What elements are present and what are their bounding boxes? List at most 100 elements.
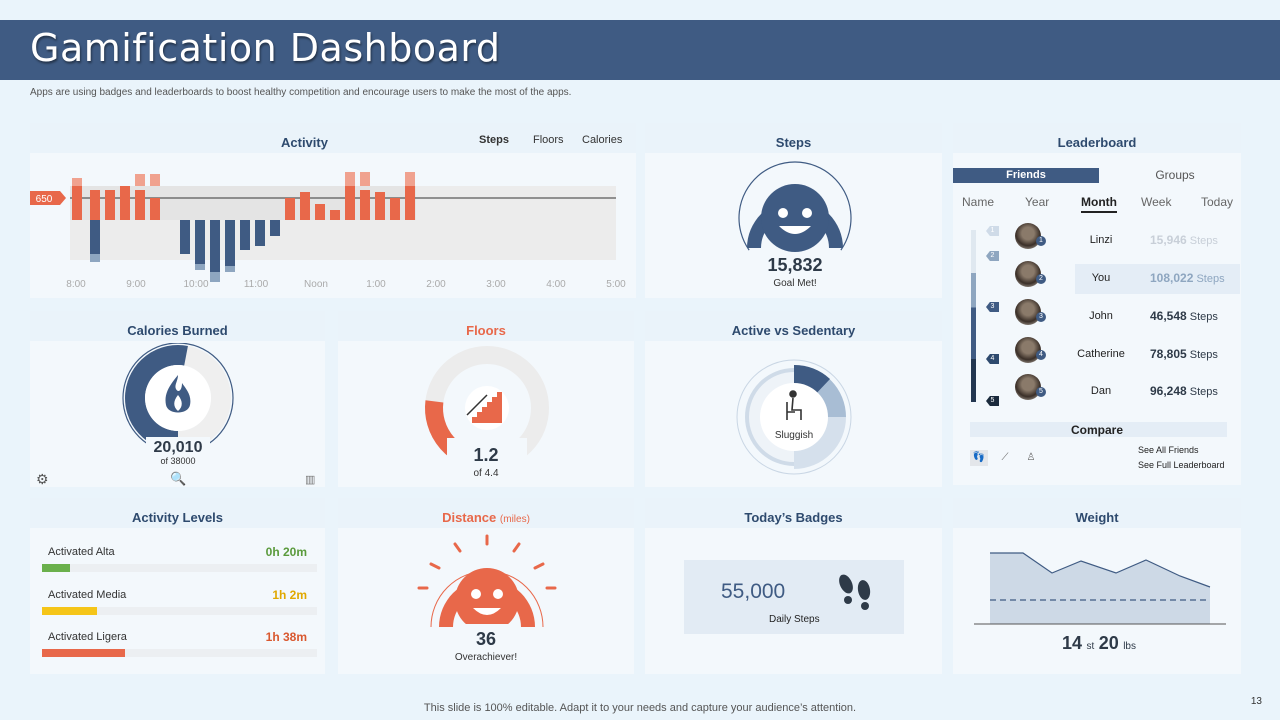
page-title: Gamification Dashboard: [30, 26, 501, 70]
see-all-friends-link[interactable]: See All Friends: [1138, 445, 1199, 455]
time-label: 1:00: [366, 279, 386, 290]
time-label: 11:00: [244, 279, 269, 290]
steps-caption: Goal Met!: [773, 278, 816, 289]
rank-marker: 5: [986, 396, 999, 406]
footprints-icon[interactable]: 👣: [970, 450, 988, 466]
tab-calories[interactable]: Calories: [582, 134, 623, 146]
leaderboard-value: 15,946 Steps: [1150, 233, 1218, 247]
tab-steps[interactable]: Steps: [479, 134, 509, 146]
activity-bar-peak-1: [135, 174, 145, 186]
activity-bar-up-7: [300, 192, 310, 220]
weight-chart: [974, 552, 1226, 625]
rank-badge: 2: [1036, 274, 1046, 284]
activity-bar-up-3: [120, 186, 130, 220]
activity-bar-up-11: [360, 190, 370, 220]
person-icon[interactable]: ♙: [1026, 452, 1036, 463]
time-label: Noon: [304, 279, 328, 290]
time-label: 9:00: [126, 279, 146, 290]
tab-groups[interactable]: Groups: [1155, 168, 1195, 182]
compare-label[interactable]: Compare: [1070, 423, 1123, 437]
bar-chart-icon[interactable]: ▥: [305, 474, 316, 486]
activity-level-label: Activated Media: [48, 589, 127, 601]
leaderboard-unit: Steps: [1186, 349, 1218, 361]
footprints-icon: [839, 574, 871, 610]
activity-bar-down-3: [210, 220, 220, 272]
settings-icon[interactable]: ⚙: [36, 471, 49, 487]
activity-level-value: 1h 2m: [272, 588, 307, 602]
leaderboard-name: Dan: [1090, 385, 1112, 397]
flame-icon: [165, 375, 191, 413]
activity-bar-down-0: [90, 220, 100, 254]
stairs-icon: [472, 392, 502, 423]
footer-note: This slide is 100% editable. Adapt it to…: [423, 702, 857, 714]
activity-bar-up-14: [405, 186, 415, 220]
steps-value: 15,832: [767, 255, 822, 275]
tab-floors[interactable]: Floors: [533, 134, 564, 146]
search-icon[interactable]: 🔍: [170, 471, 187, 486]
activity-level-fill: [42, 607, 97, 615]
activity-level-label: Activated Ligera: [48, 631, 127, 643]
activity-bars: [72, 172, 415, 282]
leaderboard-unit: Steps: [1186, 235, 1218, 247]
sun-rays: [417, 534, 557, 590]
activity-bar-tip-0: [90, 254, 100, 262]
active-sedentary-caption: Sluggish: [775, 430, 813, 441]
calories-value: 20,010: [154, 439, 203, 456]
activity-bar-tip-1: [195, 264, 205, 270]
activity-bar-tip-3: [225, 266, 235, 272]
leaderboard-steps: 96,248: [1150, 384, 1187, 398]
see-full-leaderboard-link[interactable]: See Full Leaderboard: [1138, 460, 1225, 470]
leaderboard-value: 78,805 Steps: [1150, 347, 1218, 361]
period-name[interactable]: Name: [962, 195, 995, 209]
activity-level-fill: [42, 564, 70, 572]
activity-level-value: 1h 38m: [265, 630, 307, 644]
time-label: 3:00: [486, 279, 506, 290]
calories-title: Calories Burned: [127, 323, 228, 338]
activity-levels-title: Activity Levels: [131, 510, 224, 525]
activity-bar-up-10: [345, 186, 355, 220]
calories-progress-arc: [125, 345, 188, 451]
activity-marker-label: 650: [36, 194, 53, 205]
subtitle: Apps are using badges and leaderboards t…: [30, 87, 572, 98]
leaderboard-name: John: [1089, 310, 1113, 322]
activity-bar-peak-0: [72, 178, 82, 186]
activity-chart: 650 8:00 9:00 10:00 11:00 Noon 1:00 2:00 3:00 4:…: [30, 172, 626, 290]
period-today[interactable]: Today: [1201, 195, 1234, 209]
activity-level-track: [42, 564, 317, 572]
rank-marker: 2: [986, 251, 999, 261]
activity-bar-down-2: [195, 220, 205, 264]
activity-title: Activity: [281, 135, 328, 150]
active-sedentary-gauge: Sluggish: [736, 359, 852, 475]
activity-bar-up-2: [105, 190, 115, 220]
leaderboard-title: Leaderboard: [1057, 135, 1137, 150]
time-label: 4:00: [546, 279, 566, 290]
rank-rail: [971, 230, 976, 402]
activity-level-label: Activated Alta: [48, 546, 115, 558]
activity-time-axis: 8:00 9:00 10:00 11:00 Noon 1:00 2:00 3:00 4:00 5:…: [66, 279, 626, 290]
leaderboard-unit: Steps: [1186, 311, 1218, 323]
steps-progress-arc: [738, 161, 852, 251]
leaderboard-steps: 15,946: [1150, 233, 1187, 247]
activity-bar-down-6: [255, 220, 265, 246]
time-label: 5:00: [606, 279, 626, 290]
activity-bar-up-8: [315, 204, 325, 220]
floors-title: Floors: [466, 323, 506, 338]
activity-bar-down-5: [240, 220, 250, 250]
badge-value: 55,000: [721, 580, 786, 603]
badges-title: Today’s Badges: [744, 510, 843, 525]
leaderboard-name: Catherine: [1077, 348, 1125, 360]
steps-title: Steps: [775, 135, 812, 150]
activity-bar-up-6: [285, 198, 295, 220]
leaderboard-value: 96,248 Steps: [1150, 384, 1218, 398]
leaderboard-value: 46,548 Steps: [1150, 309, 1218, 323]
period-month[interactable]: Month: [1081, 195, 1117, 213]
period-year[interactable]: Year: [1025, 195, 1050, 209]
period-week[interactable]: Week: [1141, 195, 1172, 209]
floors-caption: of 4.4: [473, 468, 498, 479]
tab-friends[interactable]: Friends: [953, 168, 1099, 183]
activity-levels-card: Activity Levels: [30, 498, 325, 674]
sitting-person-icon: [786, 390, 802, 420]
activity-bar-up-0: [72, 186, 82, 220]
stairs-icon[interactable]: ⟋: [1001, 452, 1009, 463]
weight-value: 14 st 20 lbs: [1062, 633, 1136, 653]
